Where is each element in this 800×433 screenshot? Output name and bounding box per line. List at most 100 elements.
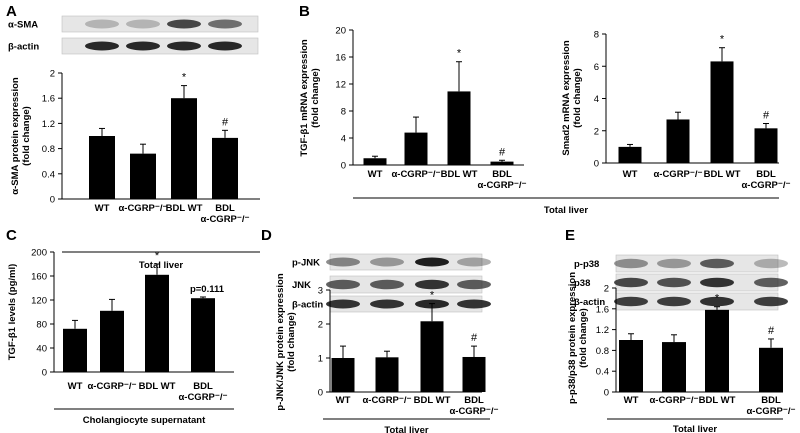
category-label: α-CGRP⁻/⁻: [362, 395, 411, 406]
category-label: BDL: [215, 203, 235, 214]
y-axis-label: p-JNK/JNK protein expression(fold change…: [275, 273, 297, 410]
category-label: WT: [95, 203, 110, 214]
y-tick-label: 2: [318, 320, 323, 331]
y-axis-label-line: (fold change): [286, 312, 297, 372]
blot-band: [457, 257, 491, 267]
y-tick-label: 0.4: [42, 169, 55, 180]
bar: [212, 137, 238, 199]
bar: [375, 357, 399, 392]
panel-a-chart: Aα-SMA β-actin 0 0.4 0.8 1.2 1.6 2 α-SMA protein…: [6, 3, 260, 271]
category-label: α-CGRP⁻/⁻: [118, 203, 167, 214]
category-label: WT: [336, 395, 351, 406]
category-label: α-CGRP⁻/⁻: [449, 406, 498, 417]
y-axis-label: Smad2 mRNA expression(fold change): [561, 40, 583, 155]
blot-band: [326, 299, 360, 309]
blot-band: [167, 41, 201, 51]
blot-strip: [615, 254, 779, 273]
y-tick-label: 0.8: [596, 346, 609, 357]
blot-band: [415, 257, 449, 267]
category-label: BDL WT: [699, 395, 736, 406]
blot-band: [657, 277, 691, 288]
category-label: α-CGRP⁻/⁻: [87, 381, 136, 392]
bar: [404, 132, 428, 165]
y-tick-label: 80: [36, 320, 47, 331]
group-label: Total liver: [673, 424, 717, 433]
y-tick-label: 2: [50, 69, 55, 80]
bar: [191, 298, 215, 372]
category-label: WT: [68, 381, 83, 392]
bar: [63, 328, 87, 372]
category-label: BDL WT: [441, 169, 478, 180]
category-label: BDL WT: [139, 381, 176, 392]
significance-marker: *: [457, 48, 462, 60]
bar: [447, 91, 471, 165]
significance-marker: *: [715, 293, 720, 305]
category-label: BDL: [193, 381, 213, 392]
y-tick-label: 0: [42, 368, 47, 379]
panel-d-chart: Dp-JNK JNK β-actin 0 1 2 3 p-JNK/JNK protein ex…: [261, 227, 499, 433]
y-tick-label: 0: [341, 161, 346, 172]
bar: [710, 61, 734, 163]
group-label: Total liver: [544, 205, 588, 216]
y-tick-label: 6: [594, 62, 599, 73]
category-label: α-CGRP⁻/⁻: [200, 214, 249, 225]
y-tick-label: 120: [31, 296, 47, 307]
blot-band: [415, 279, 449, 290]
bar: [130, 153, 156, 199]
blot-band: [85, 41, 119, 51]
bar: [420, 321, 444, 392]
blot-band: [700, 258, 734, 269]
y-tick-label: 20: [335, 26, 346, 37]
category-label: BDL: [756, 169, 776, 180]
blot-band: [208, 41, 242, 51]
y-tick-label: 0: [50, 195, 55, 206]
y-tick-label: 1.2: [42, 119, 55, 130]
y-axis-label-line: Smad2 mRNA expression: [561, 40, 572, 155]
bar: [171, 98, 197, 199]
panel-c-chart: C 0 40 80 120 160 200 TGF-β1 levels (pg/ml) * WT α…: [6, 227, 234, 426]
blot-band: [126, 19, 160, 29]
p-value-label: p=0.111: [190, 284, 225, 295]
category-label: BDL WT: [414, 395, 451, 406]
significance-marker: *: [155, 250, 160, 262]
category-label: WT: [623, 169, 638, 180]
panel-label: D: [261, 227, 272, 244]
panel-b-chart: B 0 4 8 12 16 20 TGF-β1 mRNA expression(fold ch…: [299, 3, 527, 191]
bar: [618, 146, 642, 163]
western-blot: p-JNK JNK β-actin: [292, 253, 491, 313]
category-label: BDL WT: [704, 169, 741, 180]
y-axis-label: TGF-β1 levels (pg/ml): [7, 264, 18, 361]
y-tick-label: 40: [36, 344, 47, 355]
panel-b-right-chart: 0 2 4 6 8 Smad2 mRNA expression(fold change) *…: [353, 30, 791, 216]
blot-band: [754, 296, 788, 307]
blot-band: [614, 296, 648, 307]
blot-band: [370, 279, 404, 290]
y-tick-label: 4: [341, 134, 346, 145]
y-tick-label: 4: [594, 94, 599, 105]
y-tick-label: 2: [594, 126, 599, 137]
blot-label: β-actin: [8, 42, 39, 53]
blot-band: [614, 277, 648, 288]
y-tick-label: 1.2: [596, 325, 609, 336]
western-blot: α-SMA β-actin: [8, 15, 259, 55]
blot-band: [326, 279, 360, 290]
y-axis-label: TGF-β1 mRNA expression(fold change): [299, 39, 321, 157]
y-axis-label-line: TGF-β1 levels (pg/ml): [7, 264, 18, 361]
category-label: α-CGRP⁻/⁻: [391, 169, 440, 180]
bar: [666, 119, 690, 163]
category-label: BDL WT: [166, 203, 203, 214]
blot-label: β-actin: [292, 300, 323, 311]
western-blot: p-p38 p38 β-actin: [574, 254, 788, 311]
y-axis-label-line: α-SMA protein expression: [10, 77, 21, 195]
y-axis-label-line: TGF-β1 mRNA expression: [299, 39, 310, 157]
y-axis-label-line: p-JNK/JNK protein expression: [275, 273, 286, 410]
panel-label: C: [6, 227, 17, 244]
y-axis-label: α-SMA protein expression(fold change): [10, 77, 32, 195]
y-tick-label: 8: [594, 30, 599, 41]
y-tick-label: 160: [31, 272, 47, 283]
blot-label: β-actin: [574, 297, 605, 308]
y-tick-label: 12: [335, 80, 346, 91]
y-tick-label: 0: [594, 159, 599, 170]
significance-marker: *: [720, 34, 725, 46]
bar: [662, 342, 686, 392]
